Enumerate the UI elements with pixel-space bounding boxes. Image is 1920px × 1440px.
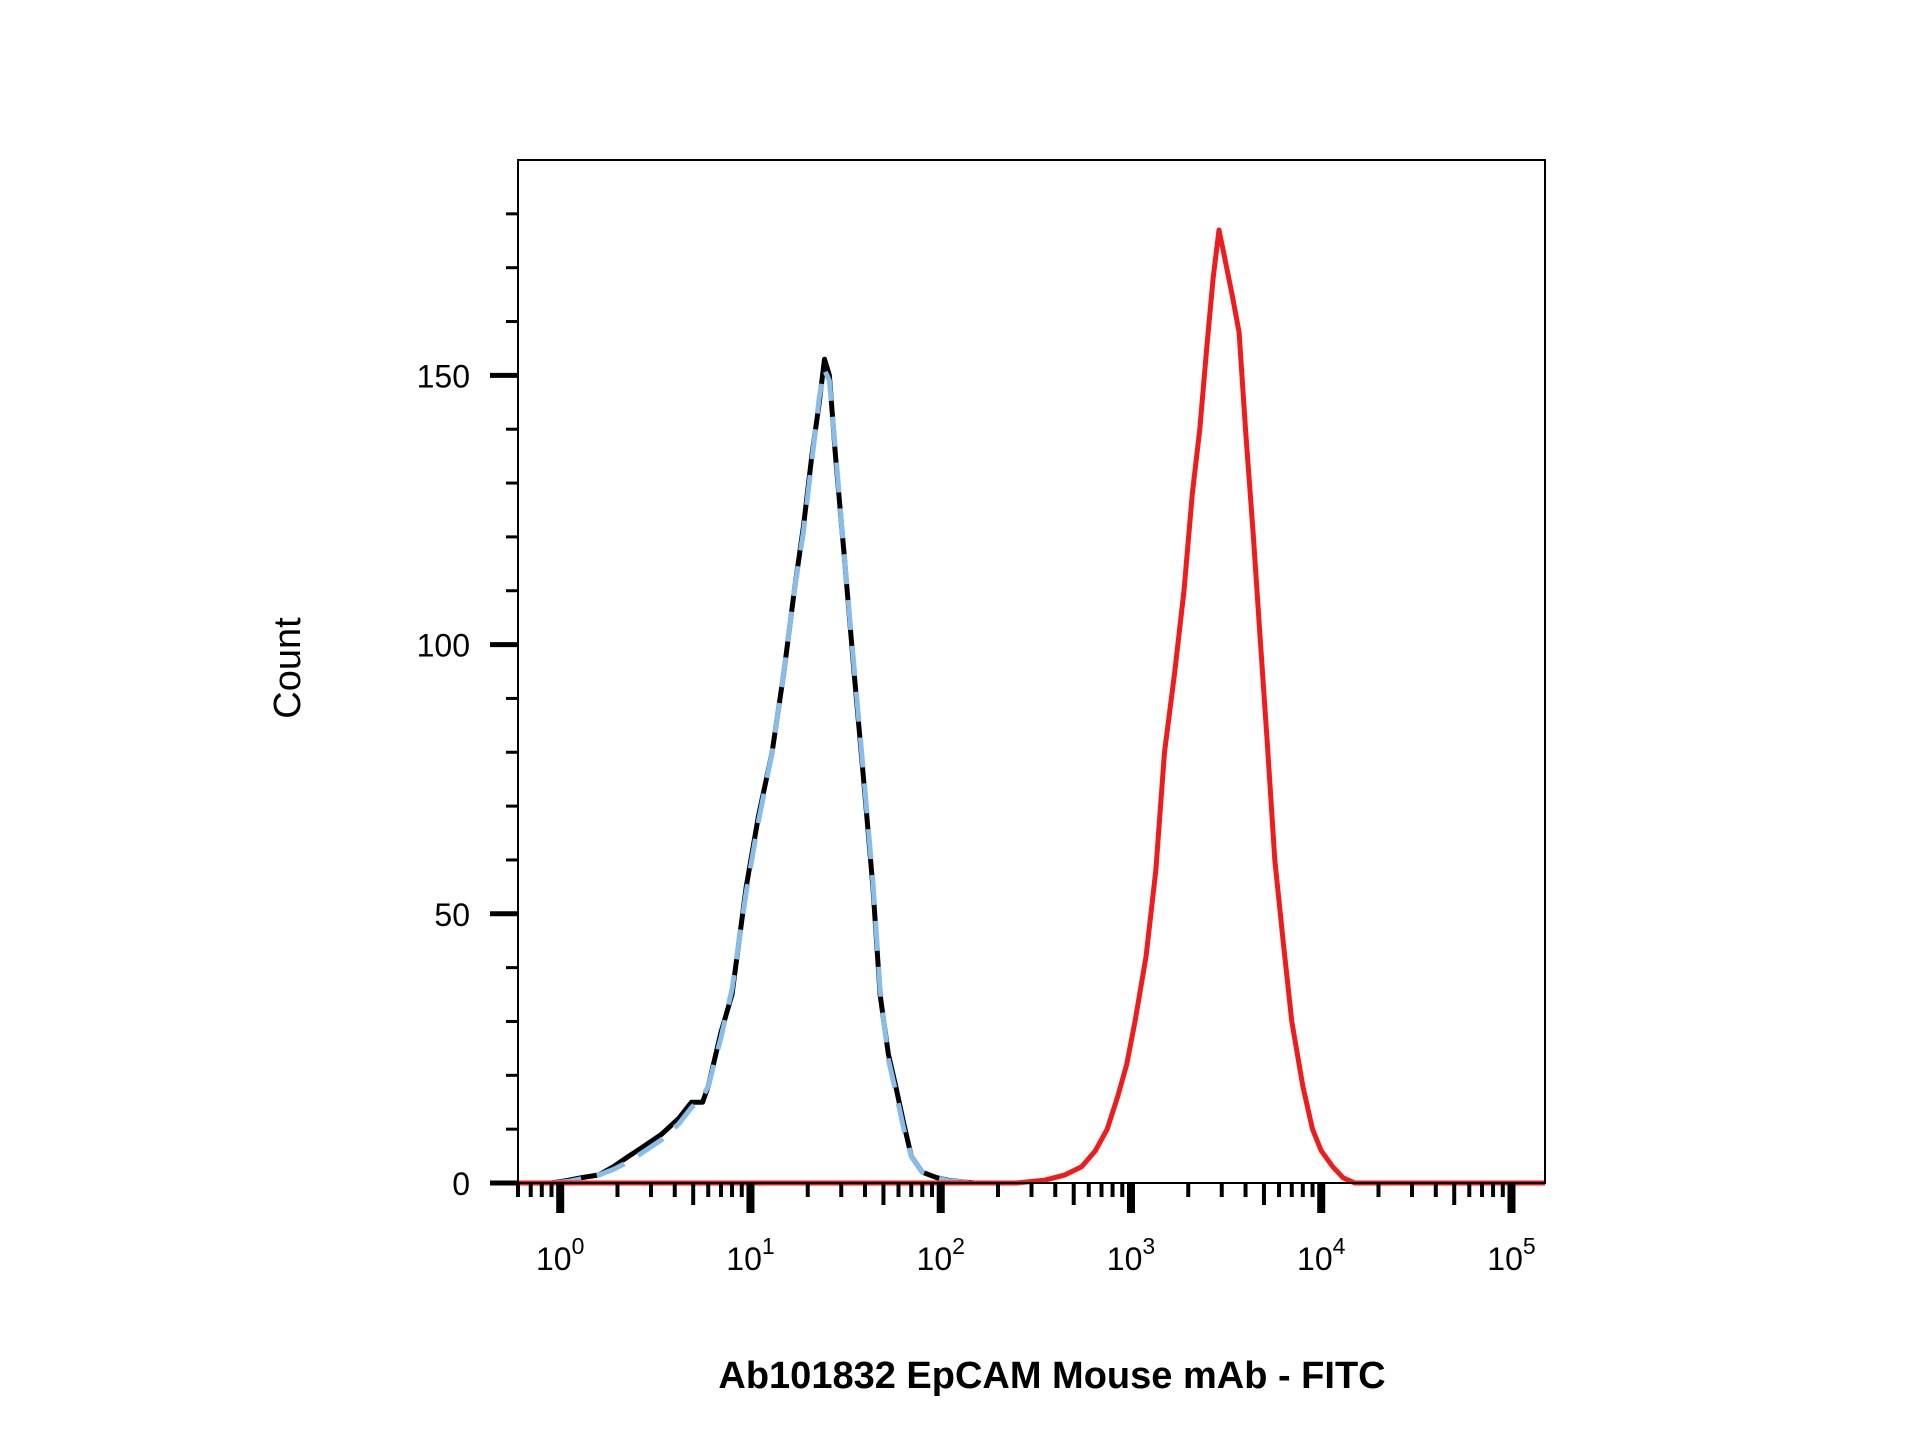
x-tick-label: 100 [536, 1233, 584, 1277]
histogram-curves [518, 227, 1545, 1186]
y-axis-label: Count [267, 617, 309, 719]
x-tick-label: 104 [1297, 1233, 1346, 1277]
series-line-3 [518, 227, 1545, 1186]
plot-frame [517, 159, 1546, 1184]
y-axis: 0 50 100 150 [417, 212, 518, 1202]
y-tick-label: 150 [417, 358, 470, 394]
series-line-1 [551, 356, 998, 1186]
series-line-2 [551, 367, 1010, 1186]
x-tick-label: 101 [726, 1233, 774, 1277]
x-tick-label: 102 [917, 1233, 965, 1277]
x-axis-label: Ab101832 EpCAM Mouse mAb - FITC [718, 1355, 1385, 1397]
x-axis: 100 101 102 103 104 105 [516, 1183, 1536, 1277]
x-tick-label: 103 [1107, 1233, 1155, 1277]
y-tick-label: 100 [417, 628, 470, 664]
y-tick-label: 0 [452, 1166, 470, 1202]
x-tick-label: 105 [1487, 1233, 1535, 1277]
y-tick-label: 50 [434, 897, 470, 933]
